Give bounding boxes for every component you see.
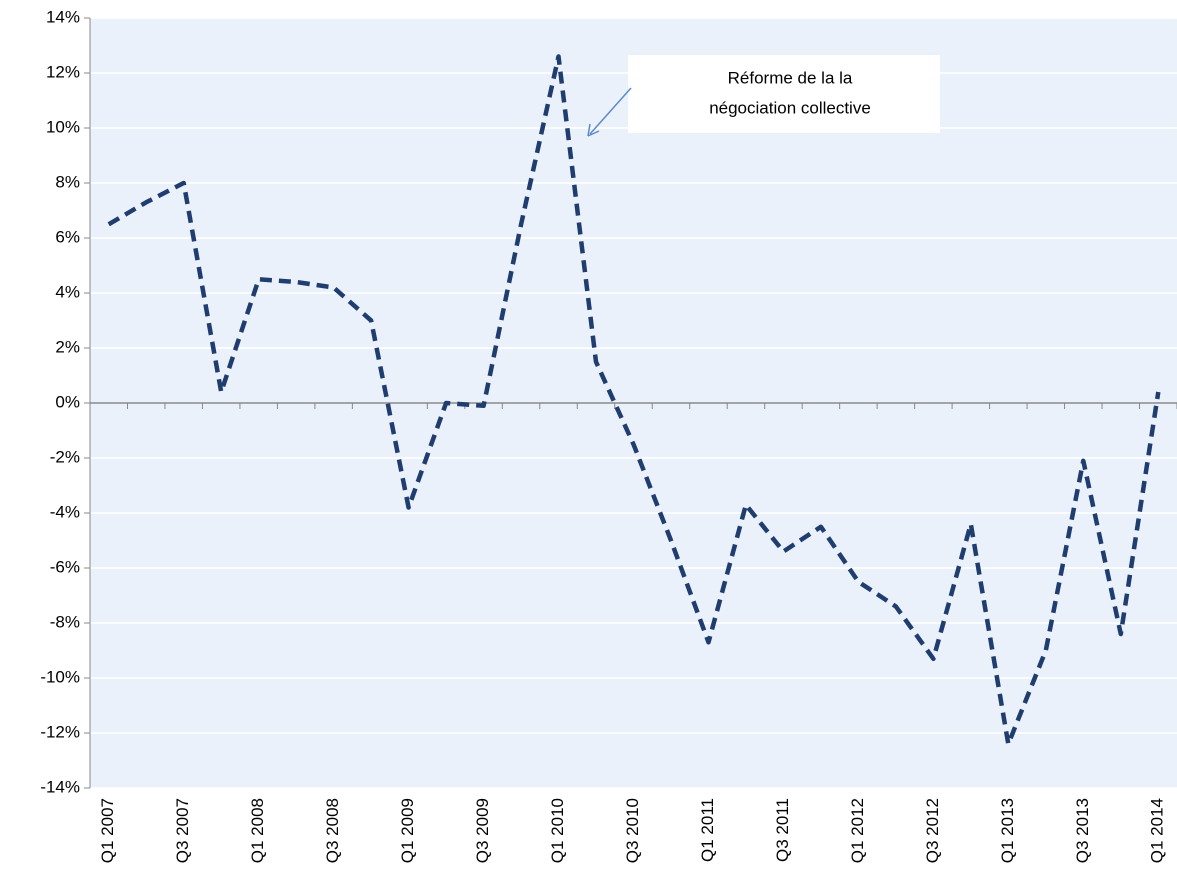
y-tick-label: -10% xyxy=(40,667,80,686)
x-tick-label: Q1 2008 xyxy=(248,798,267,863)
annotation-text: Réforme de la la xyxy=(728,68,853,87)
x-tick-label: Q1 2010 xyxy=(548,798,567,863)
y-tick-label: 2% xyxy=(55,337,80,356)
x-tick-label: Q3 2007 xyxy=(173,798,192,863)
annotation-arrow xyxy=(589,87,632,135)
y-tick-label: -14% xyxy=(40,777,80,796)
x-tick-label: Q1 2012 xyxy=(848,798,867,863)
x-tick-label: Q1 2007 xyxy=(98,798,117,863)
x-tick-label: Q1 2011 xyxy=(698,798,717,862)
y-tick-label: 6% xyxy=(55,227,80,246)
annotation-text: négociation collective xyxy=(709,98,871,117)
y-tick-label: -12% xyxy=(40,722,80,741)
x-tick-label: Q3 2008 xyxy=(323,798,342,863)
y-tick-label: 14% xyxy=(46,7,80,26)
x-tick-label: Q1 2014 xyxy=(1148,798,1167,863)
y-tick-label: -8% xyxy=(50,612,80,631)
x-tick-label: Q3 2011 xyxy=(773,798,792,862)
y-tick-label: -4% xyxy=(50,502,80,521)
x-tick-label: Q3 2009 xyxy=(473,798,492,863)
annotation-box xyxy=(628,55,940,133)
x-tick-label: Q1 2009 xyxy=(398,798,417,863)
x-tick-label: Q3 2012 xyxy=(923,798,942,863)
y-tick-label: 10% xyxy=(46,117,80,136)
y-tick-label: 4% xyxy=(55,282,80,301)
y-tick-label: 12% xyxy=(46,62,80,81)
annotation-arrowhead xyxy=(587,123,600,137)
y-tick-label: -6% xyxy=(50,557,80,576)
data-line xyxy=(107,54,1161,747)
y-tick-label: -2% xyxy=(50,447,80,466)
y-tick-label: 0% xyxy=(55,392,80,411)
x-tick-label: Q3 2013 xyxy=(1073,798,1092,863)
x-tick-label: Q3 2010 xyxy=(623,798,642,863)
x-tick-label: Q1 2013 xyxy=(998,798,1017,863)
y-tick-label: 8% xyxy=(55,172,80,191)
